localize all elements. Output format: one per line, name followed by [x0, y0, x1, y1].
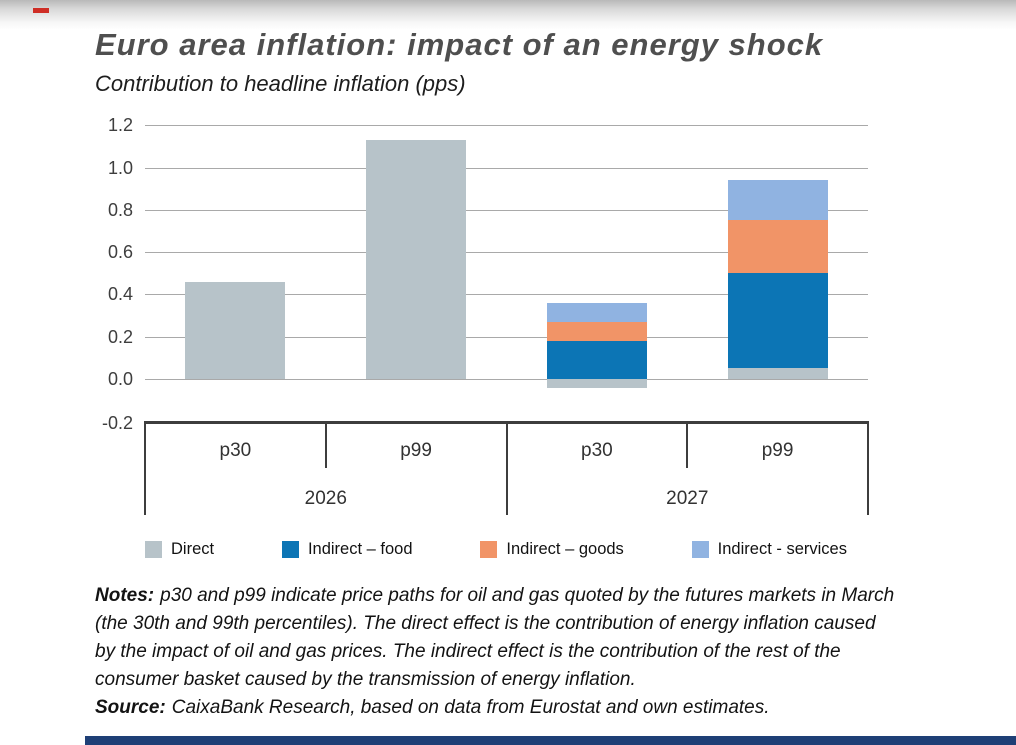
bar-segment-goods	[546, 321, 647, 341]
legend-swatch-food	[281, 541, 299, 558]
bar-segment-food	[727, 273, 828, 369]
notes-line: by the impact of oil and gas prices. The…	[95, 641, 841, 662]
x-axis-tick	[144, 421, 146, 515]
y-axis-tick-label: 0.2	[107, 326, 133, 347]
notes-block: Notes: p30 and p99 indicate price paths f…	[95, 582, 1015, 722]
legend-label: Indirect – goods	[506, 540, 624, 558]
bar-segment-goods	[727, 220, 828, 274]
y-axis-tick-label: -0.2	[101, 412, 133, 433]
x-category-label: p30	[219, 440, 252, 461]
notes-line: (the 30th and 99th percentiles). The dir…	[95, 613, 876, 634]
x-axis-tick	[505, 421, 508, 515]
bar-segment-direct	[366, 140, 467, 379]
gridline	[145, 167, 868, 169]
notes-label: Notes:	[95, 585, 155, 606]
gridline	[145, 125, 868, 127]
notes-line: Notes: p30 and p99 indicate price paths f…	[95, 582, 1015, 610]
bar-segment-direct	[185, 281, 286, 379]
y-axis-tick-label: 0.0	[107, 369, 133, 389]
x-category-label: p99	[400, 440, 432, 461]
legend-swatch-direct	[145, 541, 162, 558]
notes-text: p30 and p99 indicate price paths for oil…	[160, 585, 895, 606]
bar-segment-food	[546, 340, 647, 379]
gridline	[145, 252, 868, 254]
gridline	[145, 209, 868, 211]
bar-segment-direct	[727, 368, 828, 379]
x-axis-tick	[867, 421, 869, 515]
source-text: CaixaBank Research, based on data from E…	[171, 697, 770, 718]
legend-item-food: Indirect – food	[281, 540, 413, 559]
legend-swatch-services	[691, 541, 709, 558]
x-axis-tick	[324, 421, 327, 468]
page-top-shadow	[0, 0, 1016, 30]
y-axis-tick-label: 0.6	[107, 242, 133, 263]
legend-label: Indirect – food	[307, 540, 413, 558]
legend-swatch-goods	[480, 541, 498, 558]
gridline	[145, 379, 868, 380]
chart-legend: Direct Indirect – food Indirect – goods Ind…	[145, 540, 847, 559]
gridline	[145, 336, 868, 338]
y-axis-tick-label: 0.4	[107, 284, 133, 305]
bar-segment-direct	[546, 379, 647, 388]
x-category-label: p30	[581, 440, 613, 461]
y-axis-tick-label: 0.8	[107, 199, 133, 220]
notes-line: consumer basket caused by the transmissi…	[95, 669, 636, 690]
x-category-label: p99	[761, 440, 794, 461]
y-axis-tick-label: 1.0	[107, 157, 133, 178]
source-line: Source: CaixaBank Research, based on data…	[95, 694, 1015, 722]
chart-subtitle: Contribution to headline inflation (pps)	[95, 71, 466, 96]
footer-navy-bar	[85, 736, 1016, 745]
red-accent-mark	[33, 8, 49, 13]
bar-segment-services	[727, 180, 828, 221]
chart-title: Euro area inflation: impact of an energy…	[95, 27, 824, 62]
x-year-label: 2027	[666, 488, 709, 509]
bar-segment-services	[546, 302, 647, 322]
gridline	[145, 294, 868, 296]
legend-item-direct: Direct	[145, 540, 214, 559]
legend-item-goods: Indirect – goods	[480, 540, 624, 559]
legend-label: Direct	[171, 540, 215, 558]
legend-item-services: Indirect - services	[691, 540, 847, 559]
x-axis-tick	[686, 421, 689, 468]
x-year-label: 2026	[304, 488, 347, 509]
y-axis-tick-label: 1.2	[107, 115, 133, 136]
source-label: Source:	[95, 697, 166, 718]
legend-label: Indirect - services	[717, 540, 847, 558]
